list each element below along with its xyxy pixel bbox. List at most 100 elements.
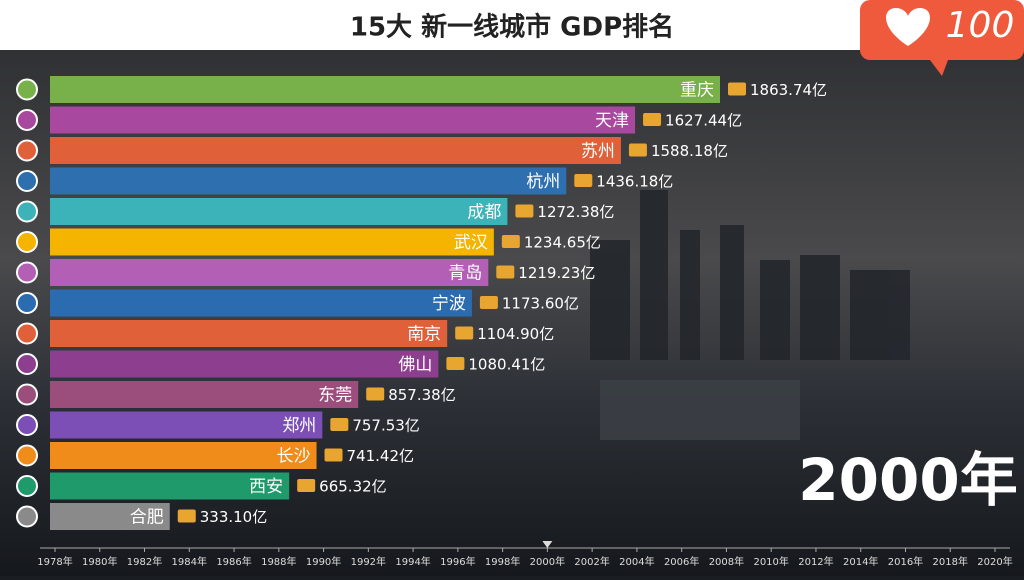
chart-title: 15大 新一线城市 GDP排名 [350,12,674,43]
coin-icon [446,357,465,370]
bar-category-label: 郑州 [282,416,316,436]
timeline-label: 1978年 [37,555,72,568]
value-label: 665.32亿 [319,478,387,496]
timeline-label: 2012年 [798,555,833,568]
value-label: 757.53亿 [352,417,420,435]
coin-icon [496,265,515,279]
timeline-label: 2008年 [709,555,744,568]
bar [50,350,439,378]
bar [50,198,508,225]
bar [50,289,472,317]
city-icon [16,444,38,467]
bar-category-label: 青岛 [448,264,482,284]
coin-icon [177,509,196,523]
value-label: 741.42亿 [347,447,415,465]
bar [50,106,636,134]
city-icon [16,475,38,497]
value-label: 1863.74亿 [750,81,827,99]
bar-category-label: 天津 [595,111,629,131]
coin-icon [455,326,474,340]
bar-category-label: 成都 [467,203,501,223]
coin-icon [366,387,385,401]
city-icon [16,353,38,375]
city-icon [16,139,38,162]
like-badge: 100 [860,0,1024,76]
value-label: 1588.18亿 [651,142,728,160]
bar-category-label: 重庆 [680,81,714,101]
bar-category-label: 佛山 [398,355,432,375]
bar-category-label: 武汉 [454,233,488,253]
timeline-label: 2004年 [619,555,654,568]
coin-icon [501,235,520,248]
timeline-label: 1986年 [216,555,251,568]
value-label: 1234.65亿 [524,234,601,252]
value-label: 1104.90亿 [477,325,554,343]
timeline-label: 2006年 [664,555,699,568]
value-label: 1219.23亿 [518,264,595,282]
timeline-label: 1988年 [261,555,296,568]
city-icon [16,383,38,406]
skyline [590,190,910,440]
city-icon [16,109,38,131]
coin-icon [628,143,647,157]
bar-category-label: 长沙 [277,447,311,467]
timeline-label: 2000年 [530,555,565,568]
title-bar [0,0,1024,50]
bar [50,76,720,103]
timeline-label: 1992年 [351,555,386,568]
bar [50,167,567,195]
value-label: 857.38亿 [388,386,456,404]
value-label: 1272.38亿 [537,203,614,221]
city-icon [16,170,38,192]
coin-icon [515,204,534,218]
bar-category-label: 合肥 [130,508,164,528]
bar [50,228,494,256]
bar [50,320,448,347]
timeline-label: 2014年 [843,555,878,568]
bar-category-label: 宁波 [432,294,466,314]
badge-count: 100 [946,5,1015,46]
coin-icon [330,418,349,431]
value-label: 1627.44亿 [665,112,742,130]
city-icon [16,261,38,284]
coin-icon [574,174,593,187]
bar [50,381,359,408]
bar [50,259,489,286]
bar [50,137,621,164]
bar [50,411,323,439]
timeline-marker [542,541,553,548]
timeline-label: 1998年 [485,555,520,568]
timeline-label: 2002年 [574,555,609,568]
bar [50,472,290,500]
timeline-label: 1984年 [172,555,207,568]
timeline-label: 2010年 [753,555,788,568]
value-label: 1173.60亿 [502,295,579,313]
city-icon [16,505,38,528]
timeline-label: 1996年 [440,555,475,568]
timeline-label: 2018年 [933,555,968,568]
timeline-label: 2016年 [888,555,923,568]
bar-category-label: 东莞 [318,386,352,406]
bar-category-label: 苏州 [581,142,615,162]
city-icon [16,200,38,223]
coin-icon [728,82,746,96]
coin-icon [324,448,343,462]
coin-icon [643,113,662,126]
city-icon [16,78,38,101]
city-icon [16,322,38,345]
timeline-label: 2020年 [977,555,1012,568]
bar [50,503,170,530]
coin-icon [479,296,498,309]
city-icon [16,414,38,436]
current-year: 2000年 [798,446,1017,514]
timeline-label: 1982年 [127,555,162,568]
value-label: 1080.41亿 [468,356,545,374]
coin-icon [297,479,316,492]
bar [50,442,317,469]
timeline-label: 1990年 [306,555,341,568]
timeline-label: 1994年 [395,555,430,568]
bar-category-label: 杭州 [526,172,560,192]
city-icon [16,292,38,314]
